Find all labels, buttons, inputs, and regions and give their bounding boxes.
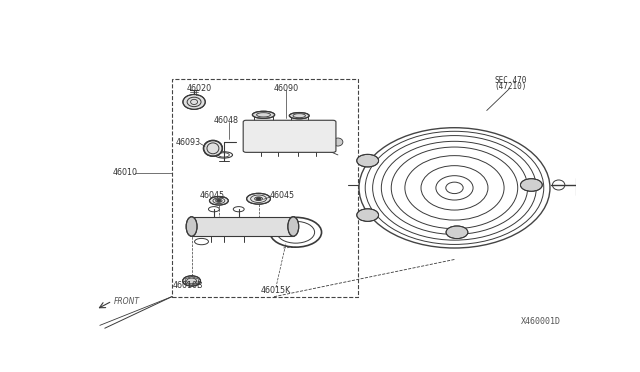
- Text: 46045: 46045: [270, 191, 295, 200]
- Text: 46015K: 46015K: [261, 286, 291, 295]
- Ellipse shape: [289, 112, 309, 119]
- Ellipse shape: [204, 141, 222, 156]
- Text: (47210): (47210): [494, 82, 527, 91]
- Circle shape: [182, 276, 200, 286]
- Text: X460001D: X460001D: [521, 317, 561, 326]
- Circle shape: [356, 209, 379, 221]
- Bar: [172, 79, 358, 297]
- Polygon shape: [191, 217, 293, 236]
- Ellipse shape: [186, 217, 197, 236]
- Text: 46020: 46020: [187, 84, 212, 93]
- Text: 46048: 46048: [214, 116, 239, 125]
- Ellipse shape: [209, 196, 228, 205]
- Text: 46010: 46010: [112, 168, 137, 177]
- Circle shape: [256, 197, 261, 200]
- Ellipse shape: [288, 217, 299, 236]
- Text: FRONT: FRONT: [114, 297, 140, 307]
- Circle shape: [520, 179, 542, 191]
- Text: 46010B: 46010B: [172, 281, 203, 290]
- Ellipse shape: [333, 138, 343, 146]
- Text: 46093: 46093: [175, 138, 200, 147]
- Ellipse shape: [183, 94, 205, 109]
- Circle shape: [446, 226, 468, 238]
- Text: 46045: 46045: [200, 191, 225, 200]
- Text: 46090: 46090: [273, 84, 299, 93]
- Circle shape: [356, 154, 379, 167]
- Ellipse shape: [252, 111, 275, 118]
- Circle shape: [217, 200, 221, 202]
- FancyBboxPatch shape: [243, 120, 336, 153]
- Ellipse shape: [246, 193, 271, 204]
- Text: SEC.470: SEC.470: [494, 76, 527, 85]
